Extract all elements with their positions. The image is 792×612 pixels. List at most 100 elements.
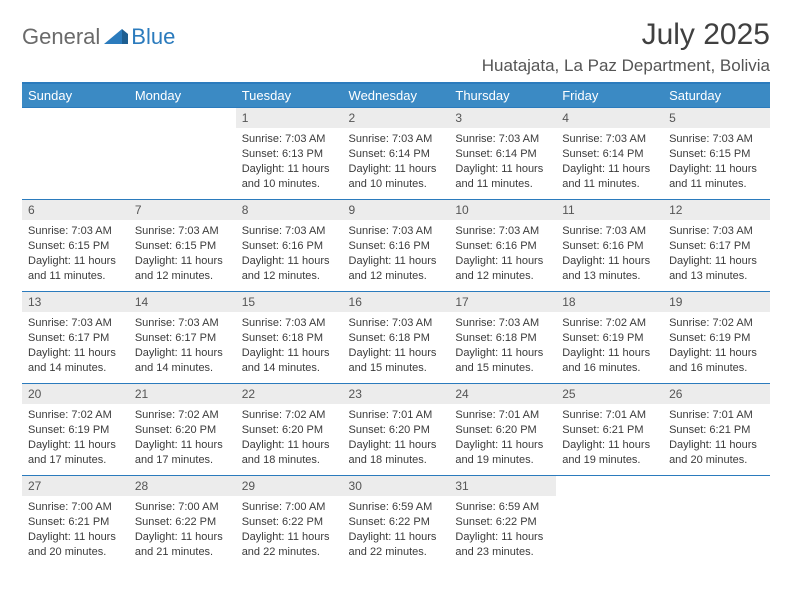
- day-details: Sunrise: 7:03 AMSunset: 6:18 PMDaylight:…: [449, 312, 556, 381]
- day-number: 1: [236, 108, 343, 128]
- calendar-day-cell: 12Sunrise: 7:03 AMSunset: 6:17 PMDayligh…: [663, 200, 770, 292]
- weekday-header: Monday: [129, 83, 236, 108]
- day-number: 28: [129, 476, 236, 496]
- day-details: Sunrise: 7:02 AMSunset: 6:20 PMDaylight:…: [129, 404, 236, 473]
- day-number: 21: [129, 384, 236, 404]
- weekday-header: Tuesday: [236, 83, 343, 108]
- day-details: Sunrise: 7:02 AMSunset: 6:20 PMDaylight:…: [236, 404, 343, 473]
- logo-text-blue: Blue: [131, 24, 175, 50]
- calendar-day-cell: 7Sunrise: 7:03 AMSunset: 6:15 PMDaylight…: [129, 200, 236, 292]
- day-number: 5: [663, 108, 770, 128]
- calendar-day-cell: 22Sunrise: 7:02 AMSunset: 6:20 PMDayligh…: [236, 384, 343, 476]
- calendar-day-cell: 26Sunrise: 7:01 AMSunset: 6:21 PMDayligh…: [663, 384, 770, 476]
- weekday-header: Thursday: [449, 83, 556, 108]
- day-number: 23: [343, 384, 450, 404]
- day-details: Sunrise: 7:01 AMSunset: 6:20 PMDaylight:…: [449, 404, 556, 473]
- day-number: 20: [22, 384, 129, 404]
- day-number: 31: [449, 476, 556, 496]
- logo: General Blue: [22, 24, 175, 50]
- calendar-week-row: 27Sunrise: 7:00 AMSunset: 6:21 PMDayligh…: [22, 476, 770, 568]
- day-details: Sunrise: 7:01 AMSunset: 6:20 PMDaylight:…: [343, 404, 450, 473]
- day-number: 29: [236, 476, 343, 496]
- calendar-day-cell: [663, 476, 770, 568]
- calendar-day-cell: 20Sunrise: 7:02 AMSunset: 6:19 PMDayligh…: [22, 384, 129, 476]
- day-details: Sunrise: 7:02 AMSunset: 6:19 PMDaylight:…: [556, 312, 663, 381]
- day-details: Sunrise: 7:03 AMSunset: 6:14 PMDaylight:…: [449, 128, 556, 197]
- day-details: Sunrise: 7:00 AMSunset: 6:22 PMDaylight:…: [236, 496, 343, 565]
- day-details: Sunrise: 7:03 AMSunset: 6:16 PMDaylight:…: [343, 220, 450, 289]
- calendar-day-cell: 13Sunrise: 7:03 AMSunset: 6:17 PMDayligh…: [22, 292, 129, 384]
- day-number: 6: [22, 200, 129, 220]
- calendar-day-cell: 4Sunrise: 7:03 AMSunset: 6:14 PMDaylight…: [556, 108, 663, 200]
- day-number: 9: [343, 200, 450, 220]
- calendar-week-row: 6Sunrise: 7:03 AMSunset: 6:15 PMDaylight…: [22, 200, 770, 292]
- day-details: Sunrise: 7:03 AMSunset: 6:14 PMDaylight:…: [343, 128, 450, 197]
- day-details: Sunrise: 7:03 AMSunset: 6:14 PMDaylight:…: [556, 128, 663, 197]
- day-details: Sunrise: 7:00 AMSunset: 6:21 PMDaylight:…: [22, 496, 129, 565]
- day-details: Sunrise: 7:03 AMSunset: 6:17 PMDaylight:…: [22, 312, 129, 381]
- day-number: 15: [236, 292, 343, 312]
- day-details: Sunrise: 7:03 AMSunset: 6:16 PMDaylight:…: [236, 220, 343, 289]
- header: General Blue July 2025 Huatajata, La Paz…: [22, 18, 770, 76]
- day-number: 2: [343, 108, 450, 128]
- day-details: Sunrise: 7:03 AMSunset: 6:15 PMDaylight:…: [663, 128, 770, 197]
- calendar-day-cell: 18Sunrise: 7:02 AMSunset: 6:19 PMDayligh…: [556, 292, 663, 384]
- calendar-day-cell: 11Sunrise: 7:03 AMSunset: 6:16 PMDayligh…: [556, 200, 663, 292]
- title-block: July 2025 Huatajata, La Paz Department, …: [482, 18, 770, 76]
- day-number: 4: [556, 108, 663, 128]
- weekday-header: Sunday: [22, 83, 129, 108]
- day-number: 26: [663, 384, 770, 404]
- calendar-day-cell: 5Sunrise: 7:03 AMSunset: 6:15 PMDaylight…: [663, 108, 770, 200]
- day-number: 11: [556, 200, 663, 220]
- calendar-table: Sunday Monday Tuesday Wednesday Thursday…: [22, 82, 770, 568]
- calendar-day-cell: 1Sunrise: 7:03 AMSunset: 6:13 PMDaylight…: [236, 108, 343, 200]
- day-number: 12: [663, 200, 770, 220]
- day-details: Sunrise: 7:01 AMSunset: 6:21 PMDaylight:…: [663, 404, 770, 473]
- day-number: 7: [129, 200, 236, 220]
- day-number: 8: [236, 200, 343, 220]
- day-number: 30: [343, 476, 450, 496]
- calendar-day-cell: 29Sunrise: 7:00 AMSunset: 6:22 PMDayligh…: [236, 476, 343, 568]
- day-details: Sunrise: 7:02 AMSunset: 6:19 PMDaylight:…: [22, 404, 129, 473]
- day-details: Sunrise: 7:03 AMSunset: 6:13 PMDaylight:…: [236, 128, 343, 197]
- calendar-day-cell: [556, 476, 663, 568]
- day-details: Sunrise: 6:59 AMSunset: 6:22 PMDaylight:…: [343, 496, 450, 565]
- day-number: 17: [449, 292, 556, 312]
- calendar-day-cell: 10Sunrise: 7:03 AMSunset: 6:16 PMDayligh…: [449, 200, 556, 292]
- calendar-day-cell: 15Sunrise: 7:03 AMSunset: 6:18 PMDayligh…: [236, 292, 343, 384]
- day-details: Sunrise: 7:03 AMSunset: 6:18 PMDaylight:…: [236, 312, 343, 381]
- day-details: Sunrise: 7:03 AMSunset: 6:15 PMDaylight:…: [22, 220, 129, 289]
- calendar-day-cell: 17Sunrise: 7:03 AMSunset: 6:18 PMDayligh…: [449, 292, 556, 384]
- day-details: Sunrise: 7:03 AMSunset: 6:17 PMDaylight:…: [129, 312, 236, 381]
- logo-mark-icon: [104, 26, 128, 49]
- calendar-day-cell: 9Sunrise: 7:03 AMSunset: 6:16 PMDaylight…: [343, 200, 450, 292]
- day-number: 3: [449, 108, 556, 128]
- day-details: Sunrise: 7:03 AMSunset: 6:18 PMDaylight:…: [343, 312, 450, 381]
- calendar-day-cell: 30Sunrise: 6:59 AMSunset: 6:22 PMDayligh…: [343, 476, 450, 568]
- day-number: 18: [556, 292, 663, 312]
- day-details: Sunrise: 6:59 AMSunset: 6:22 PMDaylight:…: [449, 496, 556, 565]
- calendar-day-cell: 24Sunrise: 7:01 AMSunset: 6:20 PMDayligh…: [449, 384, 556, 476]
- calendar-day-cell: 21Sunrise: 7:02 AMSunset: 6:20 PMDayligh…: [129, 384, 236, 476]
- day-details: Sunrise: 7:01 AMSunset: 6:21 PMDaylight:…: [556, 404, 663, 473]
- day-number: 19: [663, 292, 770, 312]
- calendar-day-cell: [22, 108, 129, 200]
- day-number: 16: [343, 292, 450, 312]
- weekday-header: Saturday: [663, 83, 770, 108]
- calendar-day-cell: 19Sunrise: 7:02 AMSunset: 6:19 PMDayligh…: [663, 292, 770, 384]
- weekday-header-row: Sunday Monday Tuesday Wednesday Thursday…: [22, 83, 770, 108]
- calendar-day-cell: 31Sunrise: 6:59 AMSunset: 6:22 PMDayligh…: [449, 476, 556, 568]
- weekday-header: Friday: [556, 83, 663, 108]
- calendar-day-cell: 28Sunrise: 7:00 AMSunset: 6:22 PMDayligh…: [129, 476, 236, 568]
- weekday-header: Wednesday: [343, 83, 450, 108]
- day-details: Sunrise: 7:00 AMSunset: 6:22 PMDaylight:…: [129, 496, 236, 565]
- day-number: 27: [22, 476, 129, 496]
- day-number: 10: [449, 200, 556, 220]
- calendar-day-cell: 8Sunrise: 7:03 AMSunset: 6:16 PMDaylight…: [236, 200, 343, 292]
- day-details: Sunrise: 7:03 AMSunset: 6:16 PMDaylight:…: [449, 220, 556, 289]
- day-number: 13: [22, 292, 129, 312]
- calendar-day-cell: 25Sunrise: 7:01 AMSunset: 6:21 PMDayligh…: [556, 384, 663, 476]
- calendar-day-cell: 16Sunrise: 7:03 AMSunset: 6:18 PMDayligh…: [343, 292, 450, 384]
- page-title: July 2025: [482, 18, 770, 52]
- calendar-day-cell: 3Sunrise: 7:03 AMSunset: 6:14 PMDaylight…: [449, 108, 556, 200]
